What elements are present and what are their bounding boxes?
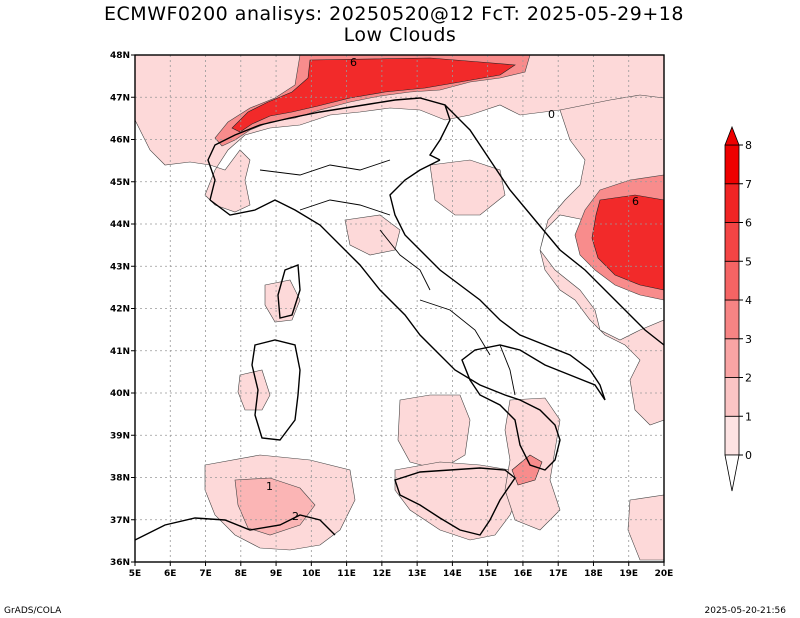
- border-line: [499, 344, 516, 396]
- coastline-italy-peninsula: [209, 159, 606, 471]
- x-tick-label: 18E: [584, 569, 603, 579]
- cloud-field: [134, 54, 665, 561]
- y-axis-ticks: 36N 37N 38N 39N 40N 41N 42N 43N 44N 45N 46N 47N 48N: [110, 51, 135, 568]
- cloud-region-sardinia: [264, 279, 301, 323]
- colorbar-segment: [724, 183, 740, 223]
- y-tick-label: 38N: [110, 474, 130, 484]
- x-tick-label: 9E: [270, 569, 282, 579]
- x-tick-label: 15E: [478, 569, 497, 579]
- colorbar-label: 2: [745, 372, 752, 385]
- x-tick-label: 14E: [443, 569, 462, 579]
- colorbar-label: 4: [745, 294, 752, 307]
- x-tick-label: 13E: [408, 569, 427, 579]
- colorbar-segment: [724, 299, 740, 340]
- contour-label: 2: [292, 510, 299, 523]
- colorbar-label: 8: [745, 139, 752, 152]
- coastline-balkans: [444, 104, 665, 346]
- title-line-1: ECMWF0200 analisys: 20250520@12 FcT: 202…: [104, 3, 684, 25]
- y-tick-label: 42N: [110, 305, 130, 315]
- cloud-region-adriatic: [429, 159, 506, 216]
- title-line-2: Low Clouds: [344, 24, 457, 46]
- y-tick-label: 47N: [110, 93, 130, 103]
- x-tick-label: 11E: [337, 569, 356, 579]
- y-tick-label: 44N: [110, 220, 130, 230]
- cloud-region-southwest-core: [234, 477, 316, 536]
- coastline-sicily: [394, 467, 516, 536]
- colorbar-label: 6: [745, 217, 752, 230]
- colorbar-min-arrow: [724, 454, 740, 492]
- colorbar-segment: [724, 377, 740, 417]
- colorbar-label: 1: [745, 410, 752, 423]
- colorbar-label: 7: [745, 178, 752, 191]
- footer-credit: GrADS/COLA: [4, 606, 62, 616]
- contour-label: 6: [632, 195, 639, 208]
- x-axis-ticks: 5E 6E 7E 8E 9E 10E 11E 12E 13E 14E 15E 16E 17E 18E 19E…: [129, 562, 674, 579]
- colorbar: 0 1 2 3 4 5 6 7 8: [724, 125, 752, 492]
- y-tick-label: 39N: [110, 431, 130, 441]
- cloud-region-tyrrhenian: [397, 394, 471, 471]
- cloud-region-alps-core: [231, 57, 516, 133]
- x-tick-label: 12E: [373, 569, 392, 579]
- x-tick-label: 17E: [549, 569, 568, 579]
- x-tick-label: 7E: [199, 569, 211, 579]
- x-tick-label: 5E: [129, 569, 141, 579]
- y-tick-label: 41N: [110, 347, 130, 357]
- x-tick-label: 10E: [302, 569, 321, 579]
- cloud-region-north-italy: [344, 214, 401, 256]
- border-line: [419, 299, 491, 356]
- coastline-sardinia: [251, 339, 301, 441]
- colorbar-segment: [724, 222, 740, 262]
- y-tick-label: 48N: [110, 51, 130, 61]
- y-tick-label: 43N: [110, 262, 130, 272]
- contour-labels: 6 1 2 0 6: [266, 56, 639, 523]
- x-tick-label: 8E: [235, 569, 247, 579]
- colorbar-segment: [724, 260, 740, 301]
- map-grid: [135, 55, 664, 562]
- coastline-corsica: [277, 264, 301, 319]
- border-line: [259, 159, 391, 176]
- footer-timestamp: 2025-05-20-21:56: [705, 606, 787, 616]
- coastline-africa: [134, 514, 336, 541]
- y-tick-label: 46N: [110, 136, 130, 146]
- contour-label: 6: [350, 56, 357, 69]
- y-tick-label: 36N: [110, 558, 130, 568]
- colorbar-segment: [724, 415, 740, 456]
- x-tick-label: 20E: [655, 569, 674, 579]
- colorbar-segment: [724, 144, 740, 185]
- colorbar-max-arrow: [724, 125, 740, 146]
- contour-label: 1: [266, 480, 273, 493]
- colorbar-label: 0: [745, 449, 752, 462]
- colorbar-label: 3: [745, 333, 752, 346]
- contour-label: 0: [548, 108, 555, 121]
- x-tick-label: 16E: [514, 569, 533, 579]
- map-area: 6 1 2 0 6: [134, 54, 665, 563]
- x-tick-label: 6E: [164, 569, 176, 579]
- border-line: [379, 229, 431, 291]
- coastlines: [134, 97, 665, 541]
- y-tick-label: 37N: [110, 516, 130, 526]
- regional-borders: [259, 159, 516, 396]
- coastline-alps-border: [207, 97, 451, 201]
- colorbar-segment: [724, 338, 740, 378]
- x-tick-label: 19E: [619, 569, 638, 579]
- cloud-region-sardinia-south: [237, 369, 271, 411]
- border-line: [299, 199, 391, 216]
- y-tick-label: 40N: [110, 389, 130, 399]
- y-tick-label: 45N: [110, 178, 130, 188]
- colorbar-label: 5: [745, 255, 752, 268]
- cloud-region-sicily: [394, 461, 521, 541]
